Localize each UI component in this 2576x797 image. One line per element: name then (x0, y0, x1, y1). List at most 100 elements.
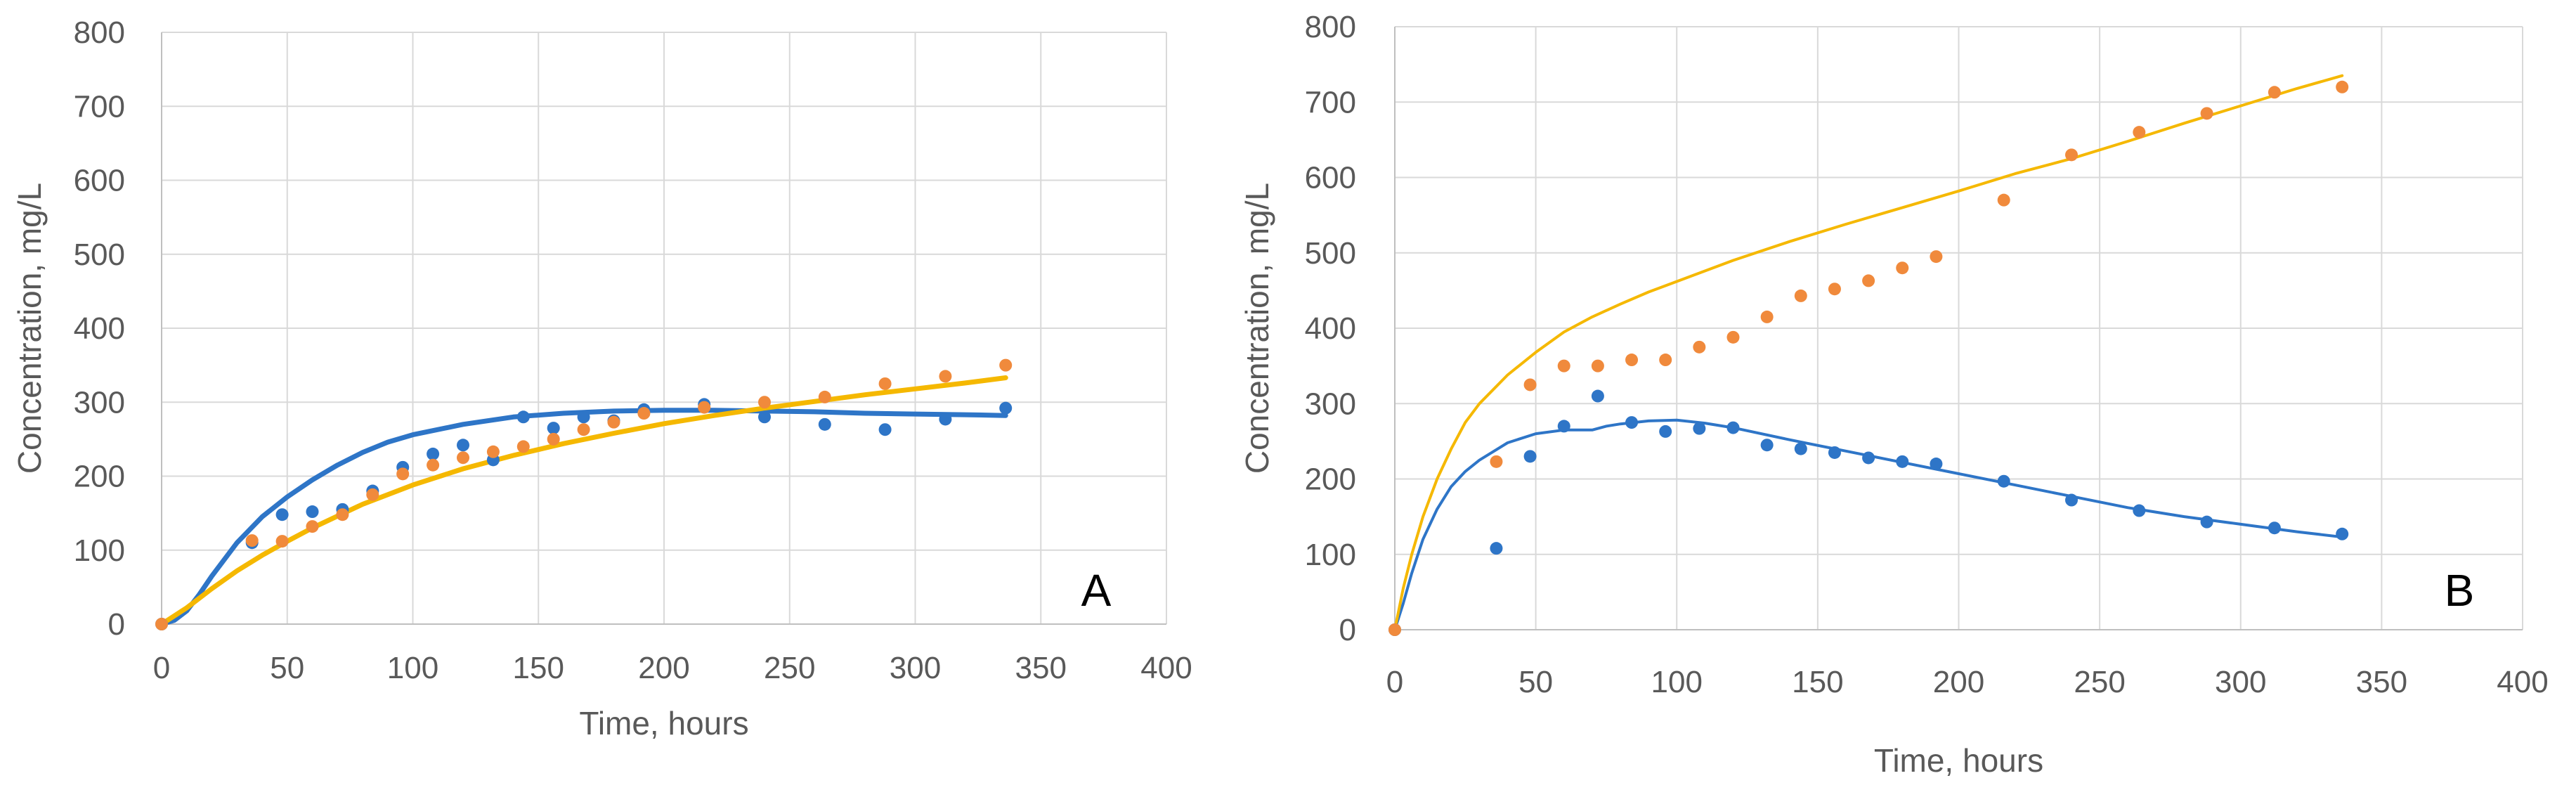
orange-measured-point (427, 458, 440, 472)
y-tick-label: 700 (1305, 85, 1356, 119)
x-tick-label: 100 (1651, 665, 1703, 699)
orange-measured-point (939, 370, 952, 383)
y-tick-label: 100 (1305, 538, 1356, 572)
x-tick-label: 400 (2497, 665, 2548, 699)
orange-measured-point (999, 358, 1013, 372)
blue-measured-point (1659, 425, 1672, 438)
yellow-model-line (1393, 74, 2344, 631)
blue-measured-point (1828, 446, 1841, 459)
blue-measured-point (1693, 422, 1706, 435)
blue-measured-point (1591, 389, 1604, 403)
y-tick-label: 300 (1305, 387, 1356, 421)
chart-panel-b: 0 100 200 300 400 500 600 700 800 0 50 100 150 200 250… (1239, 10, 2549, 779)
blue-measured-point (577, 410, 590, 424)
x-tick-label: 150 (513, 651, 564, 685)
orange-measured-point (1896, 261, 1909, 275)
y-tick-label: 0 (108, 607, 125, 642)
y-tick-label: 500 (1305, 236, 1356, 271)
blue-measured-point (2133, 504, 2146, 517)
blue-measured-point (547, 422, 560, 435)
orange-measured-point (547, 432, 560, 446)
orange-measured-point (607, 415, 620, 429)
y-tick-label: 100 (74, 533, 125, 568)
blue-measured-point (1490, 542, 1503, 555)
orange-measured-point (1388, 623, 1401, 636)
orange-measured-point (2065, 148, 2078, 162)
x-tick-label: 0 (153, 651, 170, 685)
x-tick-label: 200 (638, 651, 689, 685)
blue-measured-point (939, 413, 952, 426)
orange-measured-point (155, 618, 168, 630)
x-tick-label: 250 (764, 651, 815, 685)
blue-measured-point (457, 439, 469, 452)
x-tick-label: 0 (1386, 665, 1403, 699)
blue-measured-point (2065, 493, 2078, 507)
x-tick-label: 300 (2215, 665, 2266, 699)
blue-measured-point (275, 508, 289, 521)
blue-measured-point (1997, 474, 2010, 488)
y-tick-label: 600 (1305, 161, 1356, 195)
blue-measured-point (1896, 455, 1909, 468)
y-tick-label: 800 (1305, 10, 1356, 44)
orange-measured-point (2268, 86, 2281, 99)
blue-measured-point (1625, 416, 1639, 429)
panel-label: A (1081, 565, 1112, 616)
orange-measured-point (396, 467, 410, 481)
y-axis-title: Concentration, mg/L (1239, 183, 1275, 474)
y-axis-title: Concentration, mg/L (11, 183, 48, 474)
y-tick-label: 0 (1339, 613, 1356, 647)
orange-measured-point (336, 508, 349, 521)
orange-measured-point (486, 445, 500, 458)
blue-measured-point (1862, 451, 1875, 465)
orange-measured-point (818, 390, 831, 403)
blue-measured-point (818, 417, 831, 431)
orange-measured-point (2133, 126, 2146, 139)
orange-measured-point (1726, 330, 1740, 344)
blue-measured-point (1930, 458, 1943, 471)
orange-measured-point (1523, 378, 1537, 391)
y-tick-label: 700 (74, 89, 125, 124)
x-tick-label: 50 (1518, 665, 1553, 699)
blue-measured-point (1523, 450, 1537, 463)
orange-measured-point (1997, 193, 2010, 207)
blue-measured-point (999, 401, 1013, 415)
orange-measured-point (878, 377, 892, 390)
y-tick-label: 600 (74, 164, 125, 198)
x-tick-label: 350 (1015, 651, 1067, 685)
orange-measured-point (366, 488, 379, 501)
chart-panel-a: 0 100 200 300 400 500 600 700 800 0 50 100 150 200 250… (11, 15, 1192, 741)
blue-measured-point (306, 505, 319, 519)
y-tick-label: 800 (74, 15, 125, 50)
y-tick-label: 400 (1305, 311, 1356, 346)
orange-measured-point (516, 440, 530, 453)
x-tick-label: 400 (1140, 651, 1192, 685)
y-tick-label: 400 (74, 311, 125, 346)
orange-measured-point (245, 534, 259, 547)
blue-measured-point (2200, 515, 2213, 529)
x-axis-title: Time, hours (579, 705, 748, 741)
orange-measured-point (758, 396, 771, 409)
orange-measured-point (2200, 107, 2213, 120)
x-tick-label: 100 (387, 651, 438, 685)
orange-measured-point (637, 407, 651, 420)
orange-measured-point (1591, 359, 1604, 372)
orange-measured-point (1794, 289, 1807, 302)
orange-measured-point (457, 451, 469, 465)
orange-measured-point (1625, 354, 1639, 367)
x-tick-label: 250 (2074, 665, 2125, 699)
blue-measured-point (1726, 421, 1740, 434)
blue-measured-point (427, 447, 440, 460)
orange-measured-point (1490, 455, 1503, 468)
orange-measured-point (275, 535, 289, 548)
orange-measured-point (1930, 250, 1943, 264)
panel-label: B (2445, 565, 2475, 616)
blue-measured-point (1794, 442, 1807, 455)
blue-model-line (1393, 418, 2344, 631)
x-tick-label: 300 (890, 651, 941, 685)
x-tick-label: 200 (1933, 665, 1984, 699)
blue-measured-point (1760, 439, 1774, 452)
orange-measured-point (698, 401, 711, 414)
orange-measured-point (1760, 310, 1774, 323)
blue-measured-point (516, 410, 530, 424)
